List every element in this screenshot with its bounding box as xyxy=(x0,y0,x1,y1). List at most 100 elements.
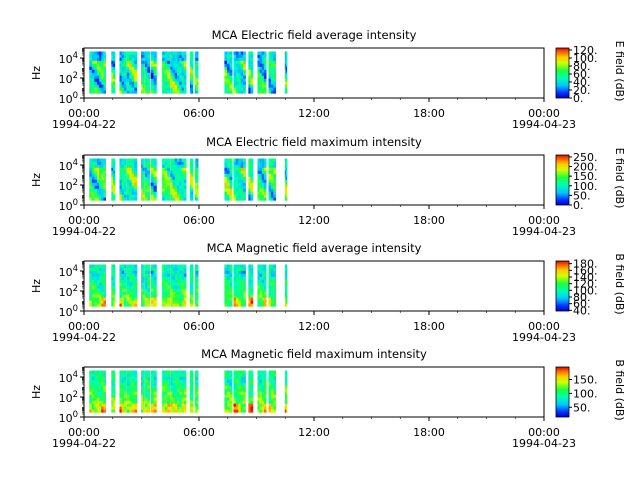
heatmap-cell xyxy=(235,161,239,165)
heatmap-cell xyxy=(96,72,100,76)
heatmap-cell xyxy=(189,78,192,82)
heatmap-cell xyxy=(263,394,267,398)
heatmap-cell xyxy=(142,194,145,198)
heatmap-cell xyxy=(174,288,178,292)
heatmap-cell xyxy=(285,60,288,64)
heatmap-cell xyxy=(261,273,265,277)
heatmap-cell xyxy=(196,63,199,67)
heatmap-cell xyxy=(89,270,93,274)
heatmap-cell xyxy=(196,376,199,380)
heatmap-cell xyxy=(229,385,233,389)
heatmap-cell xyxy=(131,63,135,67)
heatmap-cell xyxy=(284,279,287,283)
heatmap-cell xyxy=(129,54,133,58)
heatmap-cell xyxy=(99,294,102,298)
heatmap-cell xyxy=(248,90,251,94)
heatmap-cell xyxy=(141,288,144,292)
heatmap-cell xyxy=(141,191,144,195)
heatmap-cell xyxy=(162,51,166,55)
heatmap-cell xyxy=(153,66,157,70)
heatmap-cell xyxy=(229,75,233,79)
heatmap-cell xyxy=(99,167,102,171)
heatmap-cell xyxy=(179,279,182,283)
heatmap-cell xyxy=(189,288,192,292)
heatmap-cell xyxy=(250,394,254,398)
heatmap-cell xyxy=(268,182,272,186)
heatmap-cell xyxy=(285,63,288,67)
heatmap-cell xyxy=(224,57,228,61)
heatmap-cell xyxy=(167,385,171,389)
heatmap-cell xyxy=(181,87,185,91)
heatmap-cell xyxy=(144,288,148,292)
heatmap-cell xyxy=(89,300,93,304)
heatmap-cell xyxy=(174,276,178,280)
heatmap-cell xyxy=(183,276,187,280)
heatmap-cell xyxy=(172,385,176,389)
heatmap-cell xyxy=(150,291,154,295)
heatmap-cell xyxy=(263,303,267,307)
heatmap-cell xyxy=(273,57,277,61)
heatmap-cell xyxy=(170,191,173,195)
heatmap-cell xyxy=(153,57,157,61)
heatmap-cell xyxy=(181,370,185,374)
heatmap-cell xyxy=(121,291,125,295)
heatmap-cell xyxy=(240,170,244,174)
heatmap-cell xyxy=(96,69,100,73)
heatmap-cell xyxy=(191,409,194,413)
heatmap-cell xyxy=(183,279,187,283)
heatmap-cell xyxy=(101,397,104,401)
heatmap-cell xyxy=(131,173,135,177)
heatmap-cell xyxy=(123,279,127,283)
heatmap-cell xyxy=(91,291,95,295)
heatmap-cell xyxy=(121,303,125,307)
heatmap-cell xyxy=(147,267,151,271)
heatmap-cell xyxy=(240,409,244,413)
heatmap-cell xyxy=(121,376,125,380)
heatmap-cell xyxy=(126,379,130,383)
heatmap-cell xyxy=(144,173,148,177)
heatmap-cell xyxy=(261,373,265,377)
heatmap-cell xyxy=(226,158,230,162)
heatmap-cell xyxy=(150,54,154,58)
heatmap-cell xyxy=(284,51,287,55)
heatmap-cell xyxy=(259,194,263,198)
heatmap-cell xyxy=(177,191,180,195)
heatmap-cell xyxy=(134,197,138,201)
heatmap-cell xyxy=(263,282,267,286)
heatmap-cell xyxy=(101,158,104,162)
heatmap-cell xyxy=(103,379,106,383)
heatmap-cell xyxy=(94,72,98,76)
heatmap-cell xyxy=(142,400,145,404)
heatmap-cell xyxy=(101,406,104,410)
heatmap-cell xyxy=(285,87,288,91)
heatmap-cell xyxy=(94,78,98,82)
heatmap-cell xyxy=(111,69,114,73)
heatmap-cell xyxy=(233,282,237,286)
heatmap-cell xyxy=(172,60,176,64)
spectrogram-panel: MCA Magnetic field average intensity1001… xyxy=(30,241,626,344)
heatmap-cell xyxy=(101,379,104,383)
heatmap-cell xyxy=(233,267,237,271)
heatmap-cell xyxy=(119,84,123,88)
heatmap-cell xyxy=(261,264,265,268)
heatmap-cell xyxy=(164,406,168,410)
heatmap-cell xyxy=(257,78,261,82)
heatmap-cell xyxy=(129,403,133,407)
heatmap-cell xyxy=(164,176,168,180)
heatmap-cell xyxy=(96,391,100,395)
heatmap-cell xyxy=(235,173,239,177)
heatmap-cell xyxy=(224,273,228,277)
colorbar-tick-label: 100. xyxy=(573,180,598,193)
heatmap-cell xyxy=(189,72,192,76)
heatmap-cell xyxy=(112,300,116,304)
heatmap-cell xyxy=(94,403,98,407)
heatmap-cell xyxy=(181,373,185,377)
heatmap-cell xyxy=(94,300,98,304)
heatmap-cell xyxy=(284,264,287,268)
heatmap-cell xyxy=(101,194,104,198)
heatmap-cell xyxy=(164,194,168,198)
heatmap-cell xyxy=(250,72,254,76)
heatmap-cell xyxy=(177,87,180,91)
heatmap-cell xyxy=(119,185,123,189)
heatmap-cell xyxy=(240,394,244,398)
